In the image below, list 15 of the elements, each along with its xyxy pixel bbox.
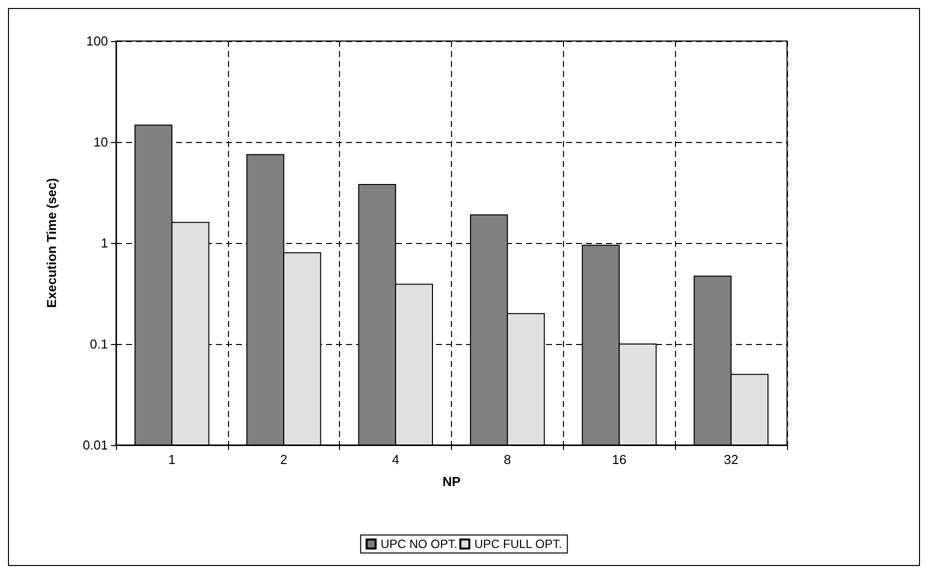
x-axis-title: NP	[442, 474, 461, 489]
y-tick-label: 10	[94, 134, 108, 150]
x-tick-label: 4	[392, 452, 400, 467]
x-tick-label: 8	[504, 452, 512, 467]
x-tick-label: 16	[612, 452, 626, 467]
x-tick-label: 1	[168, 452, 176, 467]
legend-label: UPC NO OPT.	[380, 537, 458, 551]
y-tick-label: 0.01	[82, 438, 108, 452]
y-tick-label: 100	[86, 34, 108, 48]
y-tick-label: 1	[100, 236, 108, 250]
legend-label: UPC FULL OPT.	[474, 537, 562, 551]
y-axis-title: Execution Time (sec)	[44, 178, 59, 308]
y-tick-label: 0.1	[90, 336, 108, 352]
x-tick-label: 32	[724, 452, 738, 467]
x-tick-label: 2	[280, 452, 288, 467]
